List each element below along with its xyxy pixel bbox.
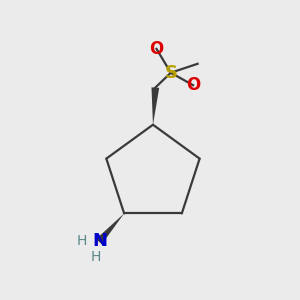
Text: H: H <box>91 250 101 264</box>
Polygon shape <box>152 87 159 125</box>
Polygon shape <box>96 214 124 244</box>
Text: O: O <box>186 76 200 94</box>
Text: N: N <box>92 232 107 250</box>
Text: O: O <box>149 40 164 58</box>
Text: H: H <box>76 234 87 248</box>
Text: S: S <box>164 64 177 82</box>
